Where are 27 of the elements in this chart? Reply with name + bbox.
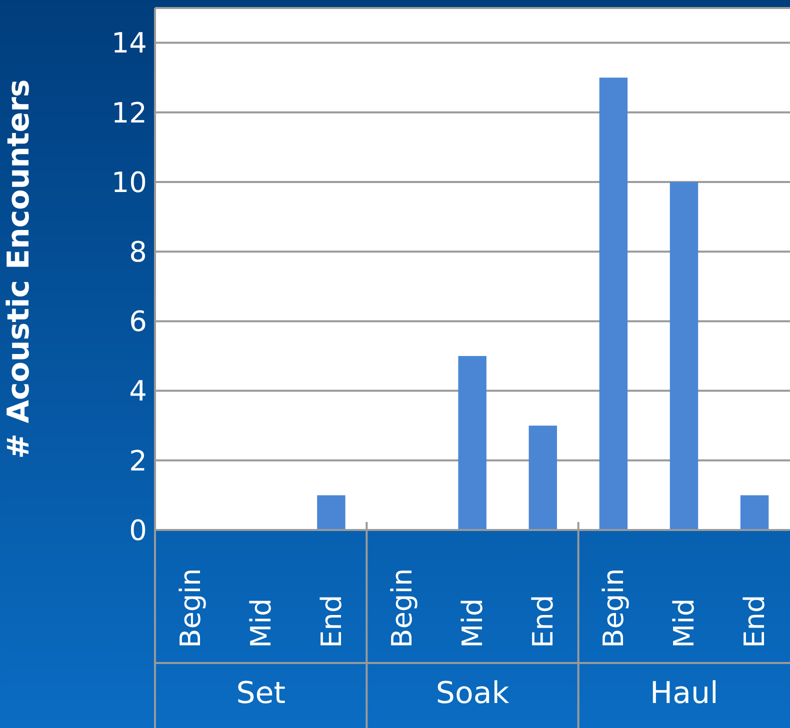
x-tick-label: Mid <box>668 598 701 648</box>
bar <box>599 78 628 530</box>
x-tick-label: End <box>314 594 348 648</box>
y-tick-label: 2 <box>129 444 147 478</box>
x-tick-label: Mid <box>244 598 278 648</box>
x-tick-label: Mid <box>456 598 489 648</box>
bar <box>740 495 769 530</box>
y-tick-label: 8 <box>129 236 147 269</box>
y-tick-label: 0 <box>129 514 147 547</box>
y-axis-title: # Acoustic Encounters <box>2 79 37 459</box>
y-tick-label: 4 <box>129 374 147 408</box>
bar <box>670 182 698 530</box>
x-tick-label: Begin <box>597 568 630 648</box>
bar <box>317 495 346 530</box>
y-tick-label: 12 <box>111 96 147 130</box>
bar <box>528 426 557 530</box>
y-tick-label: 14 <box>111 26 147 60</box>
text: Soak <box>436 676 510 711</box>
y-tick-label: 6 <box>129 305 147 338</box>
x-tick-label: End <box>738 594 772 648</box>
x-tick-label: Begin <box>385 568 418 648</box>
text: Haul <box>650 676 718 711</box>
text: Set <box>236 676 286 711</box>
bar <box>458 356 486 530</box>
y-tick-label: 10 <box>111 166 147 199</box>
x-tick-label: Begin <box>174 568 207 648</box>
x-tick-label: End <box>526 594 560 648</box>
